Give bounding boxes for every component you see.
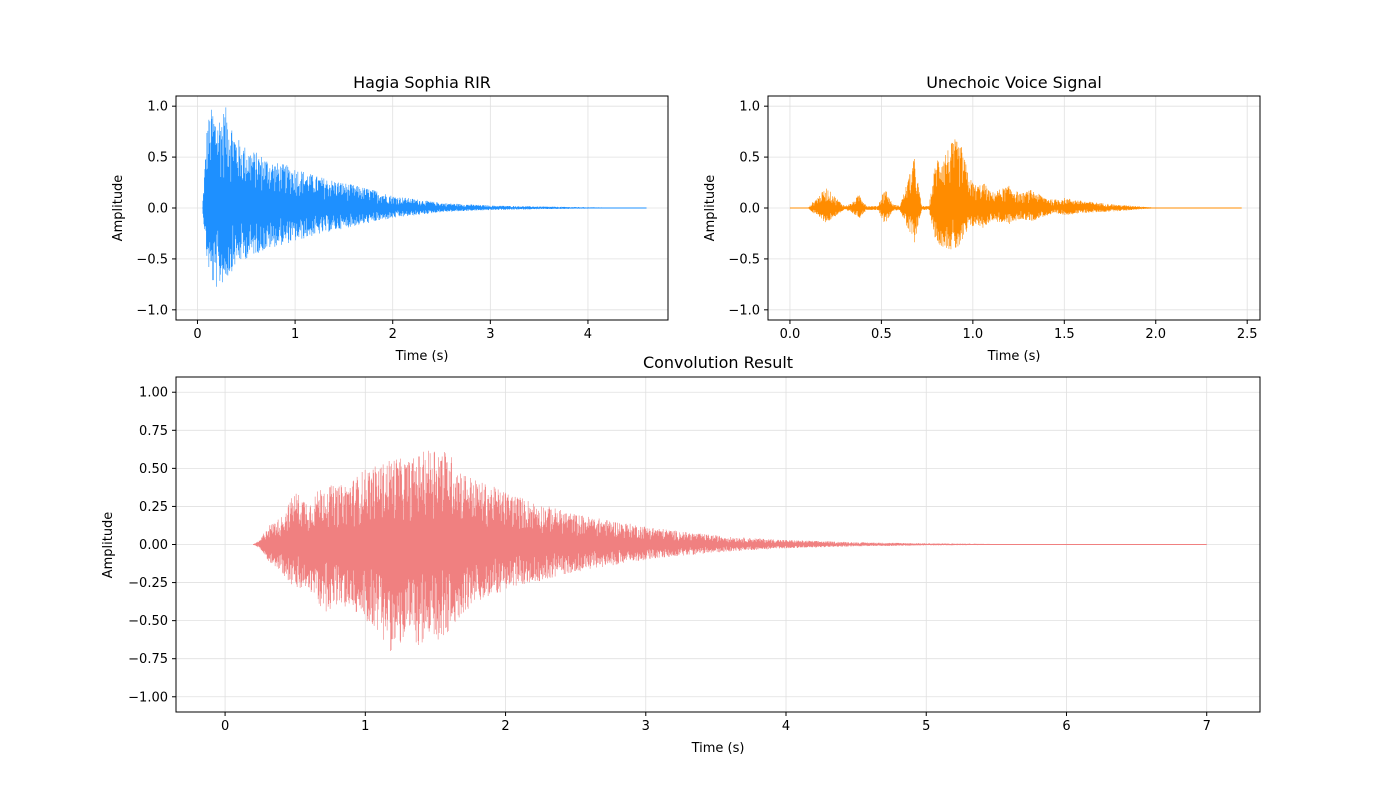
- convolution-ytick-label: 0.25: [139, 500, 168, 515]
- convolution-ytick-label: −1.00: [128, 690, 168, 705]
- convolution-waveform: [253, 450, 1207, 652]
- subplot-rir: 0 1 2 3 4−1.0−0.50.00.51.0 Hagia Sophia RIR …: [111, 73, 669, 364]
- rir-xlabel: Time (s): [395, 349, 449, 364]
- convolution-ticks: 0 1 2 3 4 5 6 7 −1.00 −0.75 −0.50 −0.25 0.00 0.25 0.50…: [128, 386, 1211, 734]
- subplot-convolution: 0 1 2 3 4 5 6 7 −1.00 −0.75 −0.50 −0.25 0.00 0.25 0.50…: [101, 353, 1261, 756]
- voice-grid: [768, 96, 1260, 320]
- convolution-xlabel: Time (s): [691, 741, 745, 756]
- voice-ytick-label: −0.5: [728, 252, 760, 267]
- rir-ytick-label: −1.0: [136, 303, 168, 318]
- voice-ytick-label: 0.5: [739, 151, 760, 166]
- rir-ticks: 0 1 2 3 4 −1.0 −0.5 0.0 0.5 1.0: [136, 100, 592, 342]
- convolution-xtick-label: 4: [782, 719, 790, 734]
- rir-title: Hagia Sophia RIR: [353, 73, 491, 92]
- voice-ylabel: Amplitude: [703, 175, 718, 242]
- convolution-xtick-label: 1: [361, 719, 369, 734]
- voice-ytick-label: 1.0: [739, 100, 760, 115]
- rir-xtick-label: 4: [584, 327, 592, 342]
- rir-xtick-label: 2: [389, 327, 397, 342]
- rir-ytick-label: −0.5: [136, 252, 168, 267]
- rir-ylabel: Amplitude: [111, 175, 126, 242]
- convolution-ytick-label: 0.00: [139, 538, 168, 553]
- voice-xtick-label: 1.0: [963, 327, 984, 342]
- convolution-xtick-label: 0: [221, 719, 229, 734]
- convolution-ytick-label: 1.00: [139, 386, 168, 401]
- convolution-ytick-label: −0.75: [128, 652, 168, 667]
- convolution-xtick-label: 7: [1203, 719, 1211, 734]
- convolution-xtick-label: 5: [922, 719, 930, 734]
- voice-xlabel: Time (s): [987, 349, 1041, 364]
- voice-ticks: 0.0 0.5 1.0 1.5 2.0 2.5 −1.0 −0.5 0.0 0.5 1.0: [728, 100, 1257, 342]
- voice-ytick-label: 0.0: [739, 202, 760, 217]
- voice-waveform: [789, 139, 1242, 250]
- rir-xtick-label: 0: [193, 327, 201, 342]
- convolution-ytick-label: −0.25: [128, 576, 168, 591]
- convolution-xtick-label: 6: [1062, 719, 1070, 734]
- voice-xtick-label: 0.5: [871, 327, 892, 342]
- convolution-ylabel: Amplitude: [101, 512, 116, 579]
- rir-ytick-label: 0.0: [147, 202, 168, 217]
- rir-ytick-label: 0.5: [147, 151, 168, 166]
- convolution-ytick-label: 0.75: [139, 424, 168, 439]
- rir-xtick-label: 3: [486, 327, 494, 342]
- rir-waveform: [202, 107, 647, 287]
- convolution-xtick-label: 3: [642, 719, 650, 734]
- convolution-ytick-label: −0.50: [128, 614, 168, 629]
- rir-ytick-label: 1.0: [147, 100, 168, 115]
- voice-xtick-label: 1.5: [1054, 327, 1075, 342]
- voice-ytick-label: −1.0: [728, 303, 760, 318]
- convolution-title: Convolution Result: [643, 353, 793, 372]
- voice-xtick-label: 2.5: [1237, 327, 1258, 342]
- subplot-voice: 0.0 0.5 1.0 1.5 2.0 2.5 −1.0 −0.5 0.0 0.5 1.0 Unec…: [703, 73, 1261, 364]
- convolution-ytick-label: 0.50: [139, 462, 168, 477]
- rir-xtick-label: 1: [291, 327, 299, 342]
- voice-title: Unechoic Voice Signal: [926, 73, 1102, 92]
- voice-xtick-label: 2.0: [1145, 327, 1166, 342]
- voice-xtick-label: 0.0: [780, 327, 801, 342]
- convolution-xtick-label: 2: [501, 719, 509, 734]
